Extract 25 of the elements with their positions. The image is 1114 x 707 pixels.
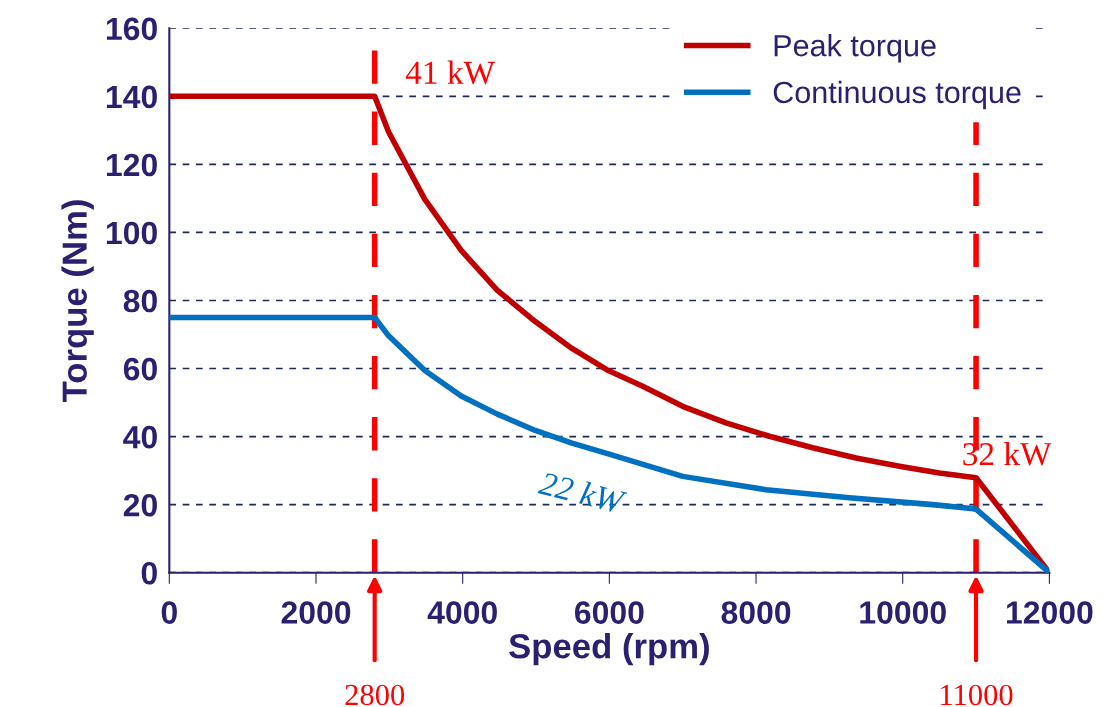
annotation: 22 kW bbox=[537, 470, 628, 515]
x-tick-label: 2000 bbox=[281, 601, 351, 624]
x-tick-label: 4000 bbox=[427, 601, 497, 624]
y-tick-label: 140 bbox=[106, 85, 157, 109]
annotation: 41 kW bbox=[405, 60, 495, 85]
y-tick-label: 100 bbox=[106, 221, 157, 245]
annotation: 32 kW bbox=[963, 441, 1052, 466]
x-tick-label: 10000 bbox=[860, 601, 946, 624]
y-tick-label: 120 bbox=[106, 153, 157, 177]
ref-line-label: 2800 bbox=[345, 684, 405, 706]
legend-label: Continuous torque bbox=[773, 80, 1021, 110]
legend-label: Peak torque bbox=[774, 34, 936, 63]
ref-line-label: 11000 bbox=[941, 684, 1013, 706]
y-tick-label: 160 bbox=[106, 17, 157, 41]
y-tick-label: 40 bbox=[123, 425, 157, 449]
x-axis-title: Speed (rpm) bbox=[509, 633, 709, 666]
x-tick-label: 6000 bbox=[575, 601, 644, 624]
x-tick-label: 0 bbox=[161, 601, 177, 624]
y-axis-title: Torque (Nm) bbox=[61, 200, 94, 402]
x-tick-label: 8000 bbox=[721, 601, 791, 624]
x-tick-label: 12000 bbox=[1006, 601, 1093, 624]
y-tick-label: 80 bbox=[123, 289, 157, 313]
y-tick-label: 20 bbox=[123, 493, 157, 517]
y-tick-label: 0 bbox=[141, 561, 157, 585]
y-tick-label: 60 bbox=[123, 357, 157, 381]
